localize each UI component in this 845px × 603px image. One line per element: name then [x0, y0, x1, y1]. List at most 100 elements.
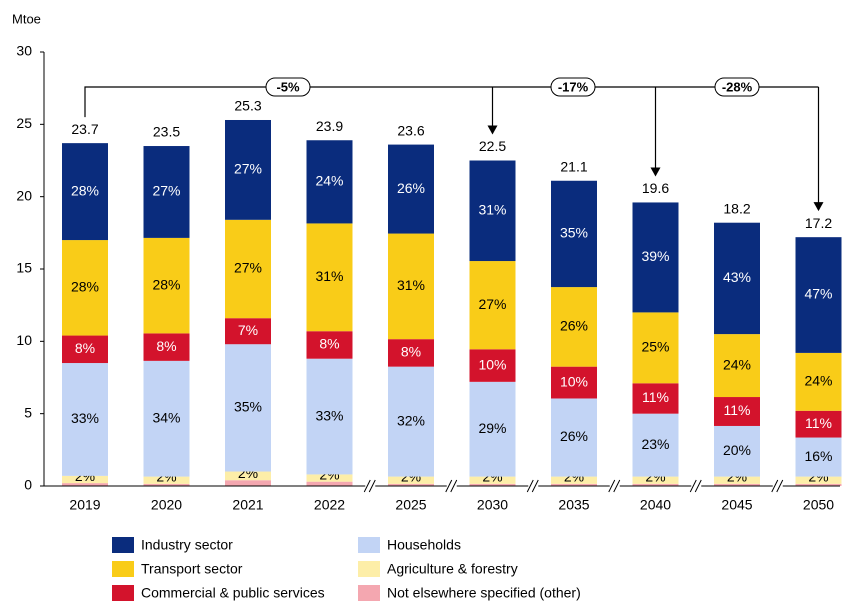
segment-label: 31% — [397, 277, 425, 293]
axis-break — [363, 479, 371, 493]
total-label: 17.2 — [805, 215, 832, 231]
bar-segment — [469, 483, 516, 486]
x-tick-label: 2050 — [803, 497, 834, 513]
bar-segment — [714, 483, 760, 486]
bar-segment — [62, 143, 108, 241]
x-tick-label: 2021 — [232, 497, 263, 513]
x-tick-label: 2045 — [721, 497, 752, 513]
arrow-head — [650, 167, 661, 177]
segment-label: 35% — [234, 399, 262, 415]
legend-swatch — [358, 537, 380, 553]
segment-label: 8% — [401, 344, 421, 360]
bar-segment — [388, 233, 434, 340]
axis-break-gap — [609, 483, 620, 489]
bar-segment — [551, 483, 597, 486]
legend-label: Agriculture & forestry — [387, 561, 518, 577]
segment-label: 10% — [478, 356, 506, 372]
segment-label: 11% — [642, 389, 669, 405]
y-tick-label: 30 — [16, 43, 32, 59]
bar-segment — [551, 287, 597, 367]
axis-break-gap — [691, 483, 702, 489]
segment-label: 32% — [397, 412, 425, 428]
axis-break — [368, 479, 376, 493]
axis-break — [689, 479, 697, 493]
bar-segment — [225, 344, 271, 472]
bar-segment — [469, 160, 516, 262]
legend-label: Not elsewhere specified (other) — [387, 585, 581, 601]
bar-segment — [714, 476, 760, 484]
axis-break — [531, 479, 539, 493]
x-tick-label: 2025 — [395, 497, 426, 513]
bar-segment — [469, 476, 516, 484]
segment-label: 47% — [804, 286, 832, 302]
x-tick-label: 2035 — [558, 497, 589, 513]
bar-segment — [795, 437, 842, 477]
segment-label: 31% — [315, 268, 343, 284]
segment-label: 23% — [641, 436, 669, 452]
segment-label: 31% — [478, 201, 506, 217]
total-label: 23.9 — [316, 118, 343, 134]
bar-segment — [388, 366, 434, 477]
legend-label: Commercial & public services — [141, 585, 325, 601]
segment-label: 27% — [234, 260, 262, 276]
total-label: 23.6 — [397, 122, 424, 138]
bar-segment — [795, 410, 842, 438]
segment-label: 28% — [152, 276, 180, 292]
total-label: 19.6 — [642, 180, 669, 196]
annotation-box — [714, 77, 760, 97]
segment-label: 8% — [319, 336, 339, 352]
bar-segment — [388, 483, 434, 486]
bar-segment — [143, 483, 190, 486]
bar-segment — [143, 360, 190, 477]
bar-segment — [62, 240, 108, 336]
bar-segment — [306, 481, 353, 486]
bar-segment — [469, 349, 516, 382]
total-label: 25.3 — [234, 98, 261, 114]
bar-segment — [306, 140, 353, 224]
bar-segment — [225, 318, 271, 345]
segment-label: 33% — [315, 407, 343, 423]
y-tick-label: 0 — [24, 477, 32, 493]
legend-label: Transport sector — [141, 561, 243, 577]
bar-segment — [143, 476, 190, 484]
y-tick-label: 5 — [24, 404, 32, 420]
segment-label: 24% — [723, 356, 751, 372]
segment-label: 28% — [71, 279, 99, 295]
bar-segment — [225, 480, 271, 486]
segment-label: 26% — [397, 180, 425, 196]
bar-segment — [632, 202, 679, 313]
bar-segment — [795, 476, 842, 484]
segment-label: 27% — [234, 161, 262, 177]
annotation-box — [265, 77, 311, 97]
x-tick-label: 2040 — [640, 497, 671, 513]
bar-segment — [306, 358, 353, 475]
segment-label: 11% — [805, 415, 832, 431]
bar-segment — [795, 237, 842, 353]
segment-label: 8% — [156, 338, 176, 354]
x-tick-label: 2030 — [477, 497, 508, 513]
total-label: 18.2 — [723, 200, 750, 216]
segment-label: 7% — [238, 322, 258, 338]
bar-segment — [225, 219, 271, 319]
segment-label: 20% — [723, 442, 751, 458]
total-label: 23.7 — [71, 121, 98, 137]
bar-segment — [714, 425, 760, 477]
annotation-label: -5% — [276, 79, 300, 94]
segment-label: 16% — [804, 448, 832, 464]
segment-label: 27% — [152, 183, 180, 199]
bar-segment — [306, 474, 353, 482]
bar-segment — [714, 397, 760, 426]
y-tick-label: 25 — [16, 115, 32, 131]
bar-segment — [714, 222, 760, 335]
axis-break — [526, 479, 534, 493]
segment-label: 25% — [641, 339, 669, 355]
axis-break-gap — [772, 483, 783, 489]
y-axis-label: Mtoe — [12, 11, 41, 26]
axis-break-gap — [528, 483, 539, 489]
bar-segment — [225, 471, 271, 481]
bar-segment — [388, 476, 434, 484]
y-tick-label: 10 — [16, 332, 32, 348]
segment-label: 39% — [641, 248, 669, 264]
arrow-head — [487, 125, 498, 135]
bar-segment — [632, 476, 679, 484]
